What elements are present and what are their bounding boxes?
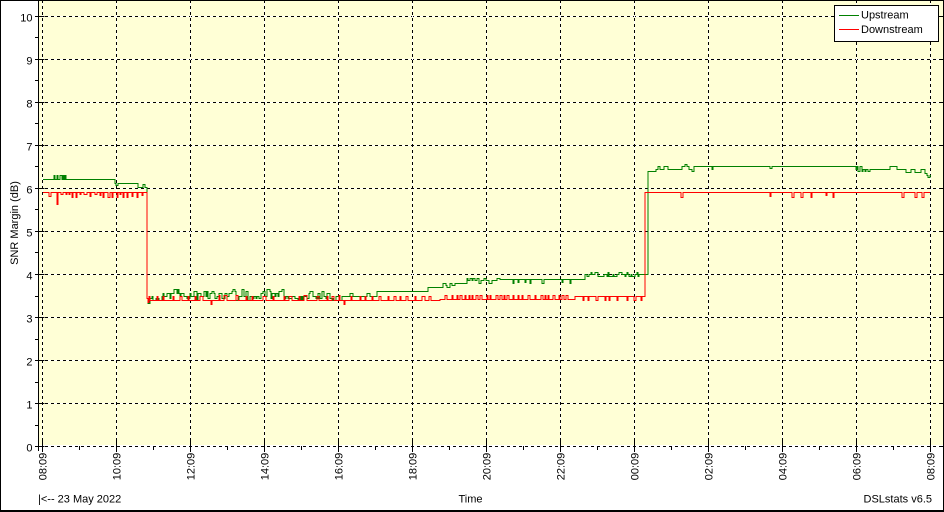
svg-text:2: 2 [26,357,32,369]
svg-text:22:09: 22:09 [556,453,568,481]
svg-text:8: 8 [26,99,32,111]
svg-text:Upstream: Upstream [861,10,909,22]
svg-text:9: 9 [26,56,32,68]
svg-text:08:09: 08:09 [926,453,938,481]
svg-text:1: 1 [26,400,32,412]
svg-text:6: 6 [26,185,32,197]
svg-text:20:09: 20:09 [482,453,494,481]
svg-text:DSLstats v6.5: DSLstats v6.5 [864,494,932,506]
svg-text:02:09: 02:09 [704,453,716,481]
svg-text:Downstream: Downstream [861,24,923,36]
svg-text:10: 10 [20,13,32,25]
svg-text:12:09: 12:09 [186,453,198,481]
svg-text:08:09: 08:09 [38,453,50,481]
svg-text:7: 7 [26,142,32,154]
svg-text:00:09: 00:09 [630,453,642,481]
svg-text:04:09: 04:09 [778,453,790,481]
svg-text:10:09: 10:09 [112,453,124,481]
svg-text:4: 4 [26,271,32,283]
svg-text:0: 0 [26,443,32,455]
svg-text:5: 5 [26,228,32,240]
svg-text:3: 3 [26,314,32,326]
svg-text:06:09: 06:09 [852,453,864,481]
svg-text:18:09: 18:09 [408,453,420,481]
svg-text:Time: Time [458,494,482,506]
svg-text:14:09: 14:09 [260,453,272,481]
svg-text:|<-- 23 May 2022: |<-- 23 May 2022 [38,494,121,506]
svg-text:16:09: 16:09 [334,453,346,481]
svg-text:SNR Margin (dB): SNR Margin (dB) [9,181,21,265]
